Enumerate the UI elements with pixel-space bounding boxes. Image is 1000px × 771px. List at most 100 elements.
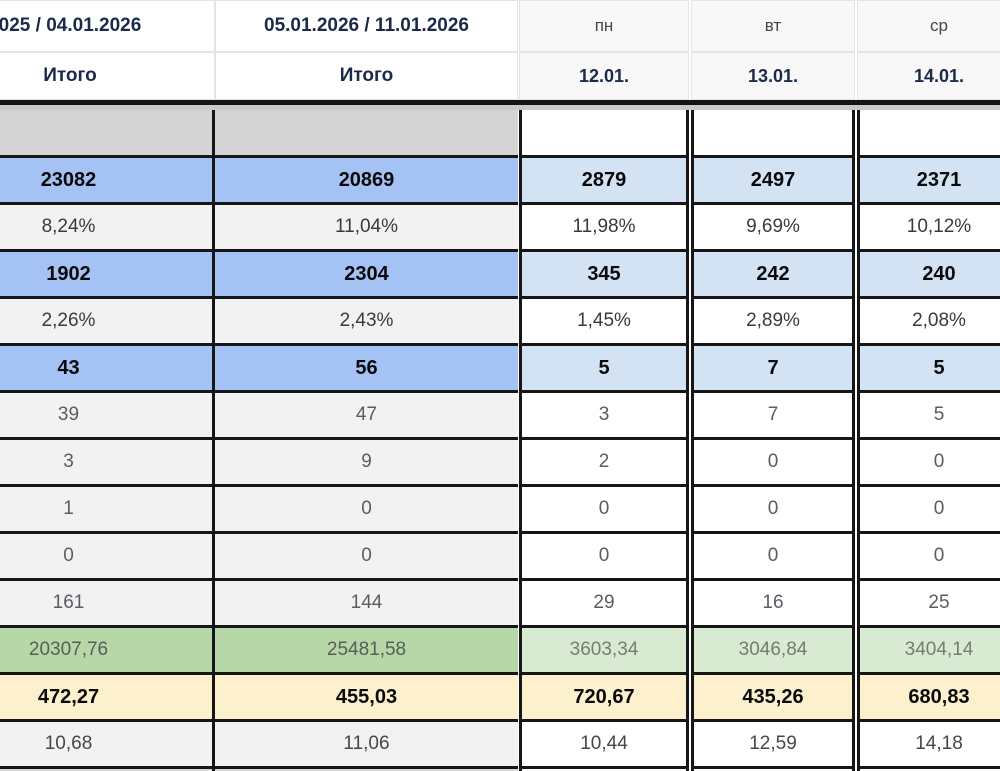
table-cell[interactable]: 0 [691, 484, 855, 531]
header-total-1[interactable]: Итого [0, 52, 215, 100]
header-date-wed[interactable]: 14.01. [857, 52, 1000, 100]
table-cell[interactable]: 2,43% [215, 296, 518, 343]
table-row: 20307,76 25481,58 3603,34 3046,84 3404,14 [0, 625, 1000, 672]
table-cell[interactable]: 16 [691, 578, 855, 625]
table-cell[interactable] [691, 766, 855, 771]
table-cell[interactable]: 1,45% [519, 296, 689, 343]
table-cell[interactable]: 0 [0, 531, 215, 578]
table-header-row-weeks: 025 / 04.01.2026 05.01.2026 / 11.01.2026… [0, 0, 1000, 52]
table-cell[interactable]: 242 [691, 249, 855, 296]
table-cell[interactable]: 0 [691, 531, 855, 578]
table-cell[interactable]: 345 [519, 249, 689, 296]
table-cell[interactable] [215, 766, 518, 771]
table-cell[interactable]: 10,12% [857, 202, 1000, 249]
table-cell[interactable]: 1 [0, 484, 215, 531]
table-cell[interactable]: 2,26% [0, 296, 215, 343]
table-cell[interactable]: 2 [519, 437, 689, 484]
table-header-row-dates: Итого Итого 12.01. 13.01. 14.01. [0, 52, 1000, 100]
table-cell[interactable]: 720,67 [519, 672, 689, 719]
table-cell[interactable]: 2304 [215, 249, 518, 296]
table-cell[interactable]: 12,59 [691, 719, 855, 766]
table-cell[interactable]: 8,24% [0, 202, 215, 249]
table-cell[interactable]: 3404,14 [857, 625, 1000, 672]
header-week-range-1[interactable]: 025 / 04.01.2026 [0, 0, 215, 52]
table-row: 161 144 29 16 25 [0, 578, 1000, 625]
table-cell[interactable] [0, 766, 215, 771]
table-cell[interactable]: 25481,58 [215, 625, 518, 672]
table-cell[interactable]: 0 [857, 437, 1000, 484]
table-cell[interactable]: 5 [857, 343, 1000, 390]
table-cell[interactable]: 0 [519, 484, 689, 531]
table-cell[interactable]: 3603,34 [519, 625, 689, 672]
table-cell[interactable]: 0 [691, 437, 855, 484]
table-cell[interactable]: 7 [691, 343, 855, 390]
table-cell[interactable] [215, 110, 518, 155]
table-cell[interactable]: 9 [215, 437, 518, 484]
header-week-range-2[interactable]: 05.01.2026 / 11.01.2026 [215, 0, 518, 52]
table-cell[interactable] [857, 766, 1000, 771]
header-divider-bar [0, 100, 1000, 105]
table-cell[interactable]: 5 [857, 390, 1000, 437]
table-cell[interactable]: 2371 [857, 155, 1000, 202]
table-cell[interactable] [691, 110, 855, 155]
table-cell[interactable]: 680,83 [857, 672, 1000, 719]
table-cell[interactable]: 3 [0, 437, 215, 484]
table-cell[interactable]: 20307,76 [0, 625, 215, 672]
table-row [0, 110, 1000, 155]
header-weekday-wed[interactable]: ср [857, 0, 1000, 52]
table-cell[interactable]: 10,68 [0, 719, 215, 766]
header-date-tue[interactable]: 13.01. [691, 52, 855, 100]
table-cell[interactable]: 56 [215, 343, 518, 390]
table-row: 2,26% 2,43% 1,45% 2,89% 2,08% [0, 296, 1000, 343]
table-cell[interactable]: 472,27 [0, 672, 215, 719]
header-total-2[interactable]: Итого [215, 52, 518, 100]
table-cell[interactable]: 43 [0, 343, 215, 390]
table-cell[interactable]: 14,18 [857, 719, 1000, 766]
table-cell[interactable]: 11,06 [215, 719, 518, 766]
table-cell[interactable]: 455,03 [215, 672, 518, 719]
table-cell[interactable]: 39 [0, 390, 215, 437]
table-cell[interactable]: 29 [519, 578, 689, 625]
table-cell[interactable]: 3 [519, 390, 689, 437]
table-cell[interactable]: 2,08% [857, 296, 1000, 343]
table-row: 8,24% 11,04% 11,98% 9,69% 10,12% [0, 202, 1000, 249]
table-cell[interactable]: 11,98% [519, 202, 689, 249]
header-date-mon[interactable]: 12.01. [519, 52, 689, 100]
table-cell[interactable]: 435,26 [691, 672, 855, 719]
table-cell[interactable] [857, 110, 1000, 155]
table-cell[interactable]: 2879 [519, 155, 689, 202]
table-cell[interactable]: 5 [519, 343, 689, 390]
table-cell[interactable]: 3046,84 [691, 625, 855, 672]
table-cell[interactable]: 47 [215, 390, 518, 437]
table-cell[interactable]: 1902 [0, 249, 215, 296]
table-row: 472,27 455,03 720,67 435,26 680,83 [0, 672, 1000, 719]
table-cell[interactable]: 20869 [215, 155, 518, 202]
table-cell[interactable]: 9,69% [691, 202, 855, 249]
table-row: 39 47 3 7 5 [0, 390, 1000, 437]
table-cell[interactable]: 240 [857, 249, 1000, 296]
header-divider-gap [0, 105, 1000, 110]
table-cell[interactable]: 0 [215, 484, 518, 531]
table-cell[interactable]: 0 [519, 531, 689, 578]
table-cell[interactable]: 144 [215, 578, 518, 625]
table-cell[interactable]: 7 [691, 390, 855, 437]
table-row: 1902 2304 345 242 240 [0, 249, 1000, 296]
header-weekday-mon[interactable]: пн [519, 0, 689, 52]
table-cell[interactable] [519, 110, 689, 155]
table-cell[interactable]: 2,89% [691, 296, 855, 343]
table-cell[interactable] [519, 766, 689, 771]
table-cell[interactable]: 10,44 [519, 719, 689, 766]
table-cell[interactable]: 25 [857, 578, 1000, 625]
table-cell[interactable]: 161 [0, 578, 215, 625]
table-cell[interactable]: 0 [857, 531, 1000, 578]
table-cell[interactable]: 0 [215, 531, 518, 578]
table-cell[interactable]: 11,04% [215, 202, 518, 249]
table-cell[interactable]: 0 [857, 484, 1000, 531]
table-row: 10,68 11,06 10,44 12,59 14,18 [0, 719, 1000, 766]
table-cell[interactable] [0, 110, 215, 155]
header-weekday-tue[interactable]: вт [691, 0, 855, 52]
table-cell[interactable]: 2497 [691, 155, 855, 202]
table-cell[interactable]: 23082 [0, 155, 215, 202]
